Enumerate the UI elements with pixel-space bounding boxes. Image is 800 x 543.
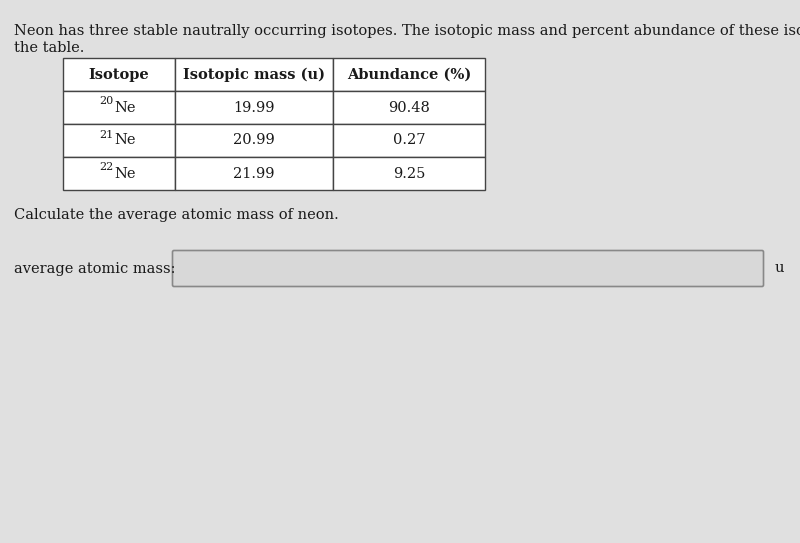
Text: 22: 22 — [100, 162, 114, 173]
Bar — [333, 58, 485, 91]
Text: 21.99: 21.99 — [234, 167, 274, 180]
FancyBboxPatch shape — [173, 250, 763, 287]
Text: 90.48: 90.48 — [388, 100, 430, 115]
Text: Abundance (%): Abundance (%) — [347, 67, 471, 81]
Text: the table.: the table. — [14, 41, 84, 55]
Text: u: u — [775, 262, 785, 275]
Text: 20.99: 20.99 — [233, 134, 275, 148]
Bar — [63, 91, 175, 124]
Bar — [175, 91, 333, 124]
Text: Ne: Ne — [114, 100, 135, 115]
Text: Neon has three stable nautrally occurring isotopes. The isotopic mass and percen: Neon has three stable nautrally occurrin… — [14, 24, 800, 38]
Text: 0.27: 0.27 — [393, 134, 426, 148]
Text: Ne: Ne — [114, 167, 135, 180]
Bar — [63, 58, 175, 91]
Text: Calculate the average atomic mass of neon.: Calculate the average atomic mass of neo… — [14, 208, 338, 222]
Bar — [333, 157, 485, 190]
Text: Ne: Ne — [114, 134, 135, 148]
Bar — [175, 157, 333, 190]
Bar — [333, 124, 485, 157]
Bar — [175, 124, 333, 157]
Text: average atomic mass:: average atomic mass: — [14, 262, 175, 275]
Bar — [63, 124, 175, 157]
Text: 21: 21 — [100, 129, 114, 140]
Bar — [175, 58, 333, 91]
Bar — [63, 157, 175, 190]
Text: 19.99: 19.99 — [234, 100, 274, 115]
Text: 20: 20 — [100, 97, 114, 106]
Bar — [333, 91, 485, 124]
Text: Isotope: Isotope — [89, 67, 150, 81]
Text: 9.25: 9.25 — [393, 167, 425, 180]
Text: Isotopic mass (u): Isotopic mass (u) — [183, 67, 325, 81]
